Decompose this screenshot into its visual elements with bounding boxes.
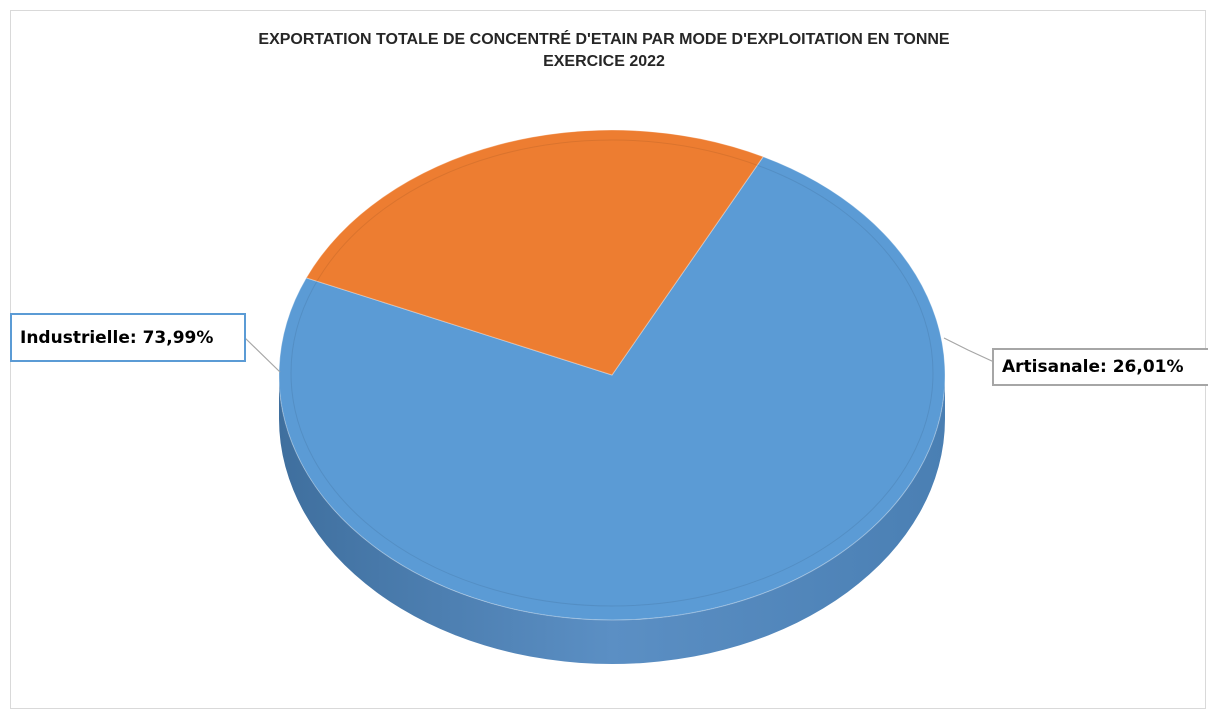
- data-label-artisanale-text: Artisanale: 26,01%: [1002, 357, 1184, 377]
- chart-title-block: EXPORTATION TOTALE DE CONCENTRÉ D'ETAIN …: [0, 29, 1208, 73]
- pie-side-wall-industrielle: [279, 375, 945, 664]
- data-label-industrielle-text: Industrielle: 73,99%: [20, 327, 214, 348]
- data-label-artisanale: Artisanale: 26,01%: [992, 348, 1208, 386]
- leader-line-industrielle: [243, 336, 281, 373]
- pie-slice-industrielle: [278, 156, 946, 621]
- data-label-industrielle: Industrielle: 73,99%: [10, 313, 246, 362]
- pie-slice-artisanale: [305, 129, 764, 376]
- leader-line-artisanale: [943, 337, 995, 363]
- pie-bevel-ring: [290, 139, 934, 607]
- chart-subtitle: EXERCICE 2022: [543, 53, 665, 70]
- chart-title: EXPORTATION TOTALE DE CONCENTRÉ D'ETAIN …: [258, 31, 950, 48]
